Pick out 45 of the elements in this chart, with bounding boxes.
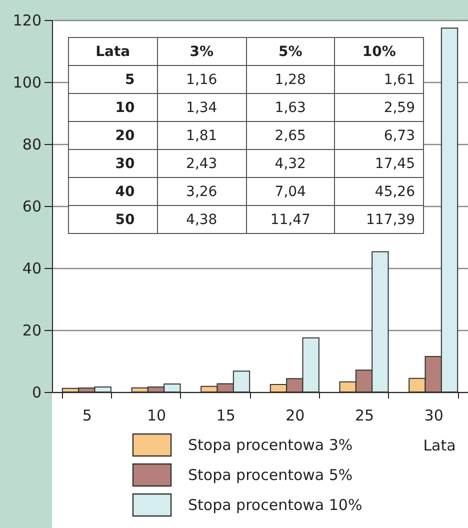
- annotation: 1,81: [157, 122, 246, 150]
- y-tick-label: 100: [12, 74, 42, 92]
- annotation: 30: [68, 150, 158, 178]
- annotation: 40: [68, 178, 158, 206]
- annotation: 7,04: [246, 178, 335, 206]
- y-tick-label: 0: [32, 384, 42, 402]
- x-tick-label: 20: [286, 406, 305, 424]
- legend-label: Stopa procentowa 5%: [188, 466, 353, 484]
- y-tick-label: 20: [22, 322, 42, 340]
- annotation: 17,45: [334, 150, 424, 178]
- legend-label: Stopa procentowa 10%: [188, 496, 362, 514]
- y-tick-label: 60: [22, 198, 42, 216]
- y-tick-label: 120: [12, 12, 42, 30]
- annotation: 5: [68, 66, 158, 94]
- annotation: 1,16: [157, 66, 246, 94]
- annotation: 117,39: [334, 206, 424, 234]
- x-axis-title: Lata: [423, 436, 456, 454]
- annotation: 2,65: [246, 122, 335, 150]
- x-tick-label: 15: [216, 406, 236, 424]
- x-tick-label: 10: [146, 406, 166, 424]
- annotation: 2,43: [157, 150, 246, 178]
- annotation: 6,73: [334, 122, 424, 150]
- annotation: 10: [68, 94, 158, 122]
- annotation: 45,26: [334, 178, 424, 206]
- annotation: 3,26: [157, 178, 246, 206]
- annotation: 1,34: [157, 94, 246, 122]
- x-tick-label: 30: [424, 406, 444, 424]
- y-tick-label: 80: [22, 136, 42, 154]
- annotation: 3%: [157, 38, 246, 66]
- annotation: 1,61: [334, 66, 424, 94]
- annotation: 10%: [334, 38, 424, 66]
- annotation: 5%: [246, 38, 335, 66]
- annotation: 1,63: [246, 94, 335, 122]
- annotation: 1,28: [246, 66, 335, 94]
- annotation: Lata: [68, 38, 158, 66]
- annotation: 20: [68, 122, 158, 150]
- annotation: 4,32: [246, 150, 335, 178]
- legend-label: Stopa procentowa 3%: [188, 436, 353, 454]
- annotation: 50: [68, 206, 158, 234]
- annotation: 4,38: [157, 206, 246, 234]
- x-tick-label: 5: [82, 406, 92, 424]
- annotation: 11,47: [246, 206, 335, 234]
- x-tick-label: 25: [354, 406, 374, 424]
- y-tick-label: 40: [22, 260, 42, 278]
- annotation: 2,59: [334, 94, 424, 122]
